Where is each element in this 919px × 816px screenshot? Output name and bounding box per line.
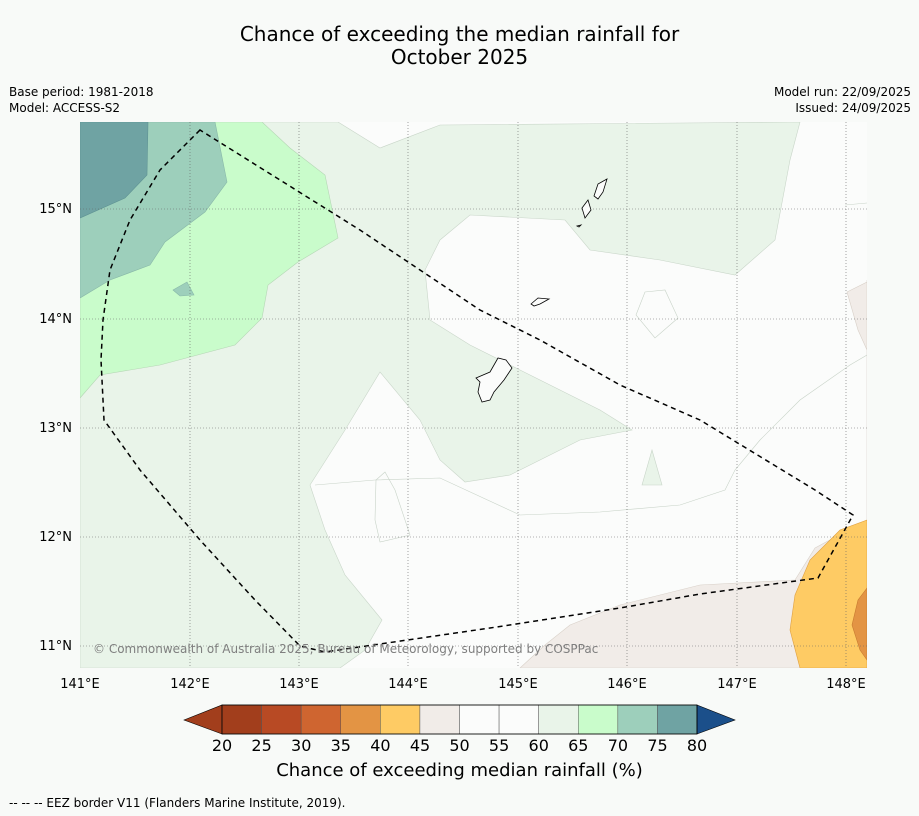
colorbar-label: Chance of exceeding median rainfall (%) xyxy=(276,760,643,781)
colorbar-tick: 25 xyxy=(251,736,271,755)
field-45-50-ne xyxy=(846,281,867,351)
field-55-60-island xyxy=(641,448,663,486)
lon-label: 147°E xyxy=(717,677,757,692)
colorbar-low-arrow xyxy=(183,704,223,735)
colorbar-cell-50 xyxy=(459,704,500,735)
lon-label: 148°E xyxy=(826,677,866,692)
colorbar: 20 25 30 35 40 45 50 55 60 65 70 75 80 xyxy=(183,704,736,755)
eez-border xyxy=(100,129,854,653)
colorbar-cell-60 xyxy=(538,704,579,735)
longitude-labels: 141°E 142°E 143°E 144°E 145°E 146°E 147°… xyxy=(60,677,866,692)
colorbar-tick: 45 xyxy=(410,736,430,755)
lat-label: 13°N xyxy=(39,421,72,436)
saipan-island xyxy=(593,178,608,200)
colorbar-tick: 80 xyxy=(687,736,707,755)
lat-label: 14°N xyxy=(39,312,72,327)
colorbar-cell-25 xyxy=(261,704,302,735)
colorbar-cell-70 xyxy=(617,704,658,735)
lon-label: 142°E xyxy=(170,677,210,692)
colorbar-cell-75 xyxy=(657,704,698,735)
lon-label: 141°E xyxy=(60,677,100,692)
title-line-2: October 2025 xyxy=(390,45,529,69)
tinian-island xyxy=(581,199,592,219)
graticule xyxy=(80,122,867,668)
colorbar-tick: 60 xyxy=(529,736,549,755)
field-65-70-patch xyxy=(172,281,195,297)
rainfall-probability-field xyxy=(80,122,867,668)
map-figure: © Commonwealth of Australia 2025, Bureau… xyxy=(39,122,867,755)
colorbar-cell-65 xyxy=(578,704,619,735)
colorbar-tick: 40 xyxy=(370,736,390,755)
copyright-text: © Commonwealth of Australia 2025, Bureau… xyxy=(93,642,598,656)
island-outlines xyxy=(475,178,608,403)
colorbar-ticks: 20 25 30 35 40 45 50 55 60 65 70 75 80 xyxy=(212,736,707,755)
colorbar-cell-20 xyxy=(221,704,262,735)
lon-label: 146°E xyxy=(607,677,647,692)
colorbar-cell-30 xyxy=(300,704,341,735)
colorbar-cell-55 xyxy=(498,704,539,735)
eez-legend-footnote: -- -- -- EEZ border V11 (Flanders Marine… xyxy=(9,796,346,810)
colorbar-tick: 20 xyxy=(212,736,232,755)
colorbar-high-arrow xyxy=(696,704,736,735)
rota-island xyxy=(530,297,551,307)
lon-label: 144°E xyxy=(388,677,428,692)
colorbar-cell-45 xyxy=(419,704,460,735)
colorbar-tick: 70 xyxy=(608,736,628,755)
lat-label: 12°N xyxy=(39,530,72,545)
base-period: Base period: 1981-2018 xyxy=(9,85,154,99)
issued-date: Issued: 24/09/2025 xyxy=(795,101,911,115)
field-70-75 xyxy=(80,122,149,219)
colorbar-tick: 35 xyxy=(331,736,351,755)
lon-label: 143°E xyxy=(279,677,319,692)
colorbar-tick: 75 xyxy=(647,736,667,755)
aguijan-island xyxy=(575,224,583,228)
colorbar-tick: 30 xyxy=(291,736,311,755)
lon-label: 145°E xyxy=(498,677,538,692)
field-30-35 xyxy=(851,587,867,661)
lat-label: 15°N xyxy=(39,202,72,217)
latitude-labels: 15°N 14°N 13°N 12°N 11°N xyxy=(39,202,72,654)
colorbar-tick: 50 xyxy=(449,736,469,755)
guam-island xyxy=(475,357,513,403)
colorbar-tick: 65 xyxy=(568,736,588,755)
field-35-40 xyxy=(789,519,867,668)
lat-label: 11°N xyxy=(39,639,72,654)
colorbar-cell-35 xyxy=(340,704,381,735)
title-line-1: Chance of exceeding the median rainfall … xyxy=(239,22,680,46)
colorbar-tick: 55 xyxy=(489,736,509,755)
colorbar-cell-40 xyxy=(380,704,421,735)
model-name: Model: ACCESS-S2 xyxy=(9,101,121,115)
model-run: Model run: 22/09/2025 xyxy=(773,85,911,99)
